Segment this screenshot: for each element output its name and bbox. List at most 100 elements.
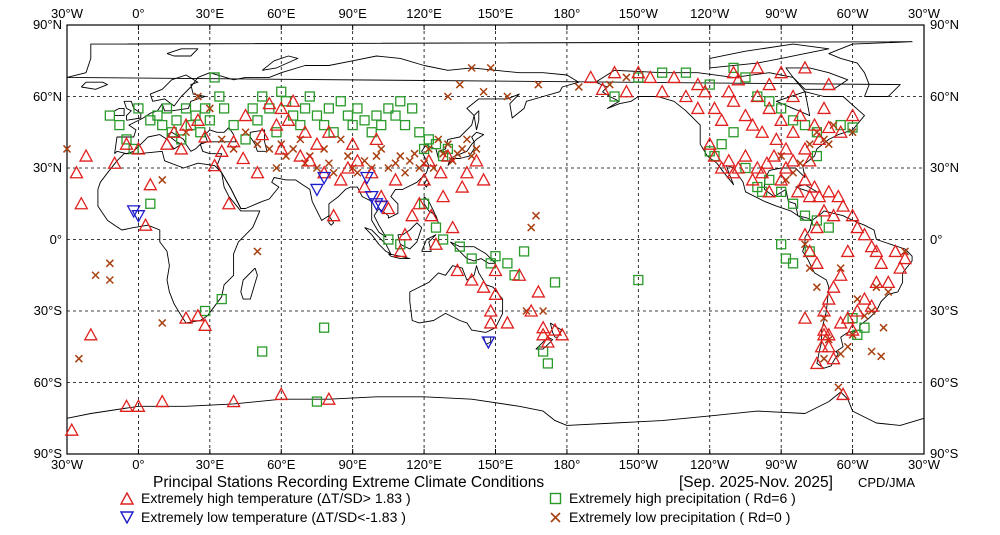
latitude-label: 30°N [32, 160, 62, 175]
high-temperature-marker [269, 117, 284, 131]
high-temperature-marker [702, 136, 717, 150]
antarctica-coastline [66, 391, 925, 426]
longitude-label: 60°E [267, 6, 296, 21]
high-temperature-marker [488, 286, 503, 300]
high-precipitation-marker [209, 72, 220, 83]
longitude-label: 120°E [406, 457, 442, 472]
high-temperature-marker [807, 179, 822, 193]
longitude-label: 120°E [406, 6, 442, 21]
high-precipitation-marker [776, 103, 787, 114]
low-temperature-marker [309, 183, 325, 197]
high-temperature-marker [221, 196, 236, 210]
sumatra-coastline [364, 227, 392, 255]
low-precipitation-marker [424, 144, 433, 153]
low-precipitation-marker [265, 144, 274, 153]
low-precipitation-marker [455, 80, 464, 89]
low-precipitation-marker [377, 144, 386, 153]
high-temperature-marker [226, 394, 241, 408]
high-precipitation-marker [787, 198, 799, 209]
high-temperature-marker [678, 89, 694, 103]
high-temperature-marker [881, 275, 896, 289]
low-precipitation-marker [329, 168, 338, 177]
high-temperature-marker [893, 260, 908, 274]
high-temperature-marker [762, 77, 777, 91]
low-precipitation-marker [336, 135, 345, 144]
low-precipitation-marker [467, 63, 476, 72]
high-temperature-marker [726, 165, 741, 179]
high-temperature-marker [785, 153, 801, 167]
high-temperature-marker [190, 308, 206, 322]
high-temperature-marker [450, 263, 465, 277]
high-temperature-marker [643, 70, 658, 84]
low-temperature-marker [126, 205, 141, 219]
high-temperature-marker [774, 112, 789, 126]
high-temperature-marker [762, 184, 777, 198]
high-temperature-marker [807, 117, 822, 131]
high-temperature-marker [750, 89, 765, 103]
novaya-zemlya-coastline [261, 55, 299, 71]
high-temperature-marker [778, 141, 794, 155]
longitude-label: 150°E [477, 6, 514, 21]
low-precipitation-marker [574, 82, 583, 91]
high-temperature-marker [297, 124, 313, 138]
high-temperature-marker [809, 220, 824, 234]
high-temperature-marker [476, 172, 491, 186]
latitude-label: 90°N [930, 17, 960, 32]
high-precipitation-marker [633, 274, 644, 286]
high-temperature-marker [333, 172, 348, 186]
low-precipitation-marker [158, 318, 167, 327]
low-temperature-marker [369, 198, 384, 212]
high-temperature-marker [167, 124, 182, 138]
legend-high-precipitation-label: Extremely high precipitation ( Rd=6 ) [569, 490, 796, 506]
high-temperature-marker [464, 272, 479, 286]
high-temperature-marker [619, 84, 634, 98]
high-precipitation-marker [257, 91, 268, 102]
high-temperature-marker [797, 60, 813, 74]
high-temperature-marker [483, 303, 498, 317]
low-precipitation-marker [272, 163, 281, 173]
high-temperature-marker [286, 93, 301, 107]
high-temperature-marker [814, 339, 829, 353]
high-temperature-marker [745, 172, 760, 186]
gb-coastline [123, 100, 142, 121]
latitude-label: 60°S [33, 374, 62, 390]
high-temperature-marker [857, 291, 872, 305]
high-temperature-marker [64, 422, 79, 436]
high-precipitation-marker [218, 103, 230, 114]
high-temperature-marker [769, 132, 784, 146]
high-temperature-marker [850, 303, 865, 317]
high-precipitation-marker [366, 127, 377, 138]
high-temperature-marker [357, 179, 372, 193]
high-temperature-marker [547, 322, 563, 336]
svalbard-coastline [166, 48, 199, 57]
madagascar-coastline [240, 267, 258, 300]
high-temperature-marker [274, 387, 289, 401]
high-precipitation-marker [787, 258, 799, 269]
high-precipitation-marker [823, 222, 834, 233]
high-temperature-marker [785, 89, 801, 103]
longitude-label: 180° [553, 6, 581, 21]
low-precipitation-marker [486, 63, 495, 72]
longitude-label: 60°W [836, 6, 869, 21]
new-guinea-coastline [449, 241, 496, 264]
low-precipitation-marker [605, 80, 614, 89]
high-temperature-marker [78, 148, 94, 162]
high-temperature-marker [802, 244, 817, 258]
low-precipitation-marker [819, 354, 829, 363]
low-precipitation-marker [531, 211, 540, 220]
high-precipitation-marker [656, 67, 668, 78]
high-precipitation-marker [304, 91, 315, 102]
high-precipitation-marker [190, 110, 201, 121]
high-temperature-marker [888, 244, 903, 258]
high-temperature-marker [707, 148, 722, 162]
latitude-label: 0° [49, 231, 62, 247]
high-temperature-marker [190, 112, 206, 126]
low-precipitation-marker [443, 92, 452, 101]
high-temperature-marker [821, 77, 836, 91]
low-precipitation-marker [472, 144, 481, 153]
philippines-coastline [423, 196, 439, 224]
high-temperature-marker [826, 208, 841, 222]
high-temperature-marker [138, 217, 153, 231]
high-temperature-marker [393, 244, 408, 258]
